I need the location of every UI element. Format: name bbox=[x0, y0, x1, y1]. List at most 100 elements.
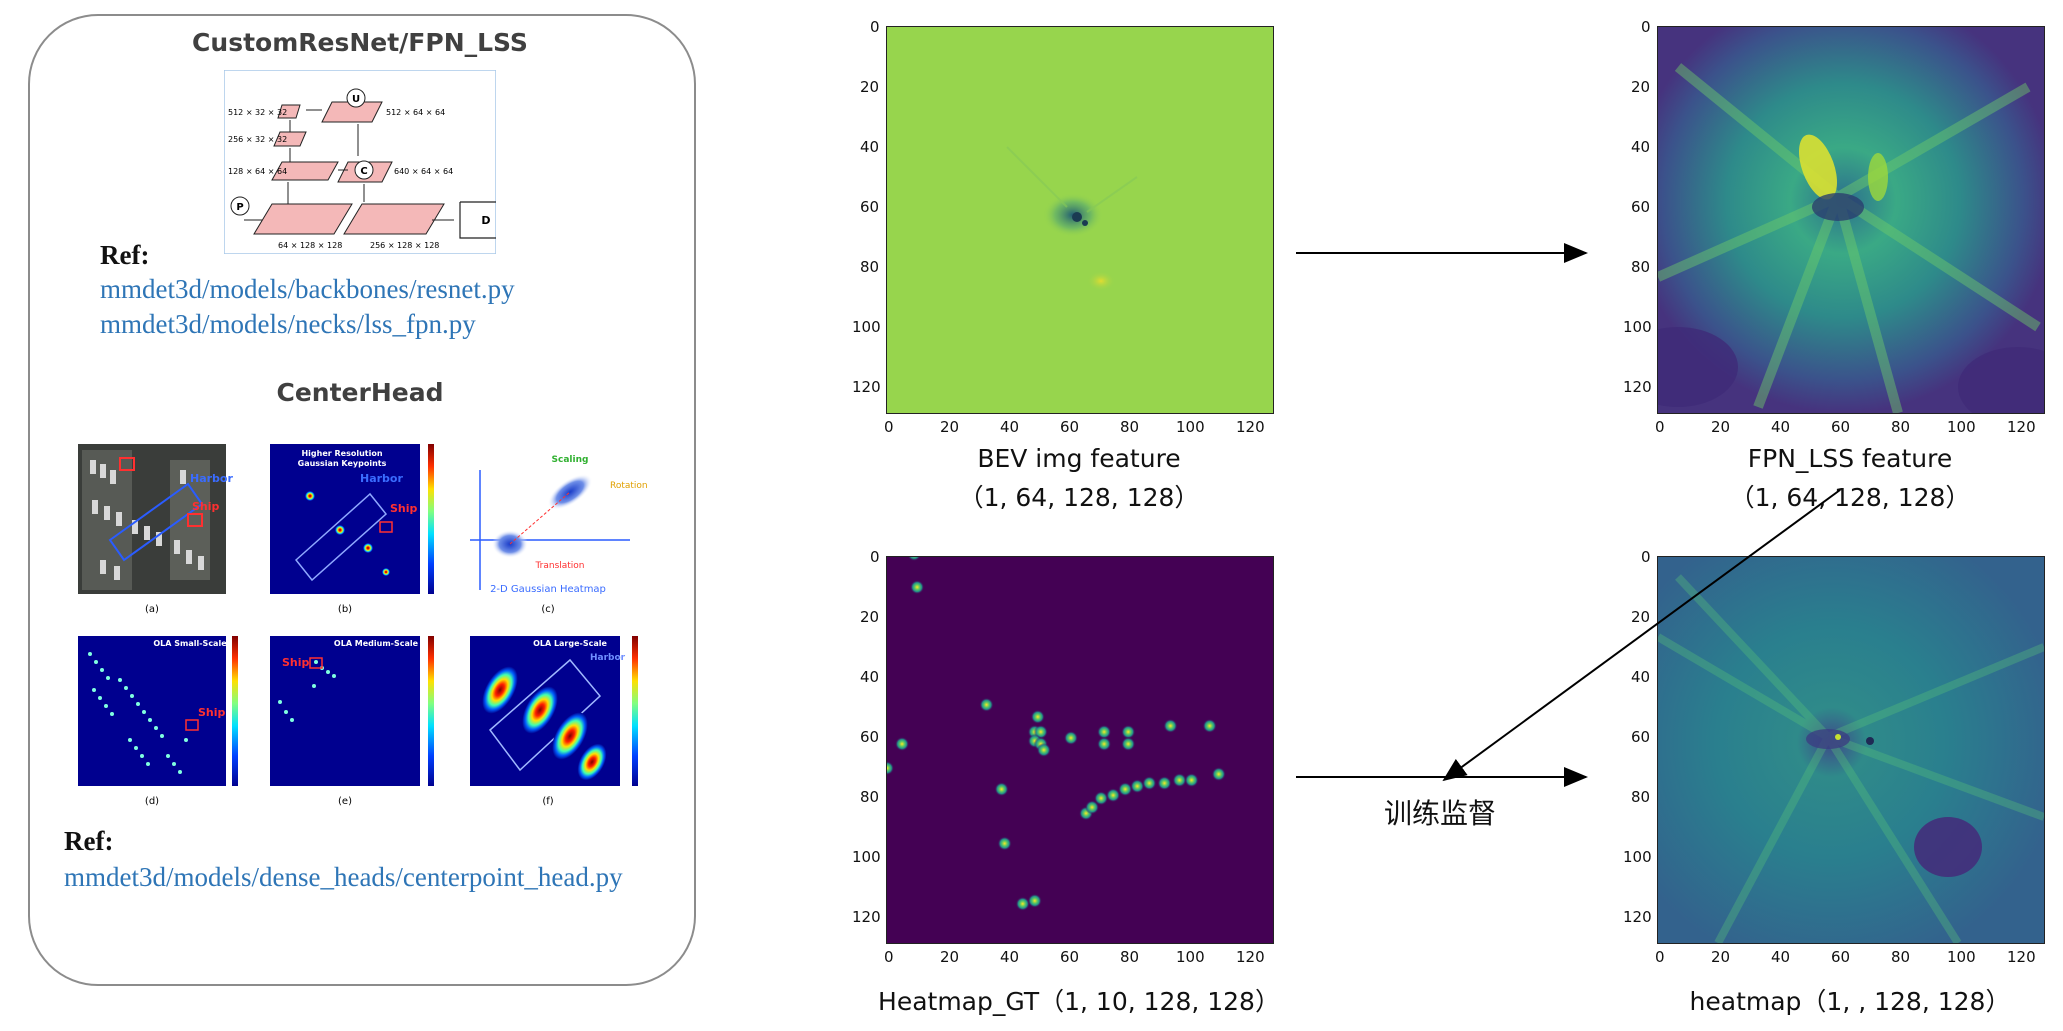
keypoint-marker bbox=[1106, 788, 1121, 803]
harbor-label: Harbor bbox=[360, 472, 403, 485]
keypoint-marker bbox=[1036, 743, 1051, 757]
bev-caption: BEV img feature bbox=[977, 444, 1181, 473]
circle-u-label: U bbox=[352, 94, 360, 105]
tick-label: 60 bbox=[860, 198, 880, 216]
harbor-label: Harbor bbox=[590, 653, 626, 663]
tick-label: 20 bbox=[940, 418, 960, 436]
tick-label: 100 bbox=[1947, 948, 1976, 966]
tick-label: 120 bbox=[1236, 418, 1265, 436]
tick-label: 0 bbox=[1641, 18, 1651, 36]
translation-label: Translation bbox=[534, 561, 584, 571]
tick-label: 100 bbox=[1176, 418, 1205, 436]
heatmap-pred-plot bbox=[1657, 556, 2045, 944]
tick-label: 60 bbox=[860, 728, 880, 746]
sublabel-f: (f) bbox=[542, 796, 553, 807]
tick-label: 40 bbox=[1000, 418, 1020, 436]
circle-p-label: P bbox=[236, 202, 243, 213]
tick-label: 80 bbox=[860, 788, 880, 806]
tick-label: 0 bbox=[884, 948, 894, 966]
keypoint-marker bbox=[1094, 791, 1109, 806]
fpn-caption: FPN_LSS feature bbox=[1747, 444, 1953, 473]
tick-label: 0 bbox=[870, 548, 880, 566]
tick-label: 60 bbox=[1831, 418, 1851, 436]
rotation-label: Rotation bbox=[610, 481, 648, 491]
keypoint-marker bbox=[895, 736, 910, 751]
arrow-supervision bbox=[1442, 489, 1841, 782]
tick-label: 60 bbox=[1060, 948, 1080, 966]
b-title-2: Gaussian Keypoints bbox=[298, 459, 387, 468]
ref-link-resnet[interactable]: mmdet3d/models/backbones/resnet.py bbox=[100, 274, 515, 304]
bev-feature-plot bbox=[886, 26, 1274, 414]
tick-label: 80 bbox=[1120, 948, 1140, 966]
tick-label: 40 bbox=[1631, 138, 1651, 156]
heatmap-gt-plot bbox=[886, 556, 1274, 944]
sublabel-b: (b) bbox=[338, 604, 352, 615]
fpn-feature-plot bbox=[1657, 26, 2045, 414]
keypoint-marker bbox=[1202, 718, 1217, 733]
box-d-label: D bbox=[481, 214, 490, 227]
dim-label: 128 × 64 × 64 bbox=[228, 167, 287, 176]
tick-label: 20 bbox=[940, 948, 960, 966]
keypoint-marker bbox=[1121, 724, 1136, 739]
f-title: OLA Large-Scale bbox=[533, 639, 607, 648]
customresnet-title: CustomResNet/FPN_LSS bbox=[192, 28, 528, 57]
tick-label: 60 bbox=[1631, 728, 1651, 746]
keypoint-marker bbox=[910, 580, 925, 595]
tick-label: 60 bbox=[1631, 198, 1651, 216]
tick-label: 40 bbox=[1771, 948, 1791, 966]
keypoint-marker bbox=[1118, 782, 1133, 797]
keypoint-marker bbox=[997, 836, 1012, 851]
scaling-label: Scaling bbox=[552, 455, 589, 465]
ref-label: Ref: bbox=[64, 826, 114, 856]
tick-label: 0 bbox=[1655, 948, 1665, 966]
tick-label: 120 bbox=[1623, 908, 1652, 926]
ref-label: Ref: bbox=[100, 240, 150, 270]
tick-label: 20 bbox=[1631, 78, 1651, 96]
tick-label: 20 bbox=[860, 78, 880, 96]
dim-label: 256 × 128 × 128 bbox=[370, 241, 439, 250]
keypoint-marker bbox=[1097, 736, 1112, 751]
fpn-shape: （1, 64, 128, 128） bbox=[1729, 483, 1971, 512]
sublabel-e: (e) bbox=[338, 796, 352, 807]
centerhead-title: CenterHead bbox=[276, 378, 444, 407]
tick-label: 100 bbox=[852, 318, 881, 336]
tick-label: 20 bbox=[1711, 418, 1731, 436]
keypoint-marker bbox=[1163, 718, 1178, 733]
tick-label: 20 bbox=[1631, 608, 1651, 626]
tick-label: 0 bbox=[1655, 418, 1665, 436]
tick-label: 40 bbox=[1771, 418, 1791, 436]
tick-label: 0 bbox=[870, 18, 880, 36]
harbor-label: Harbor bbox=[190, 472, 233, 485]
centerhead-figure: Harbor Ship (a) Higher Resolution Gaussi… bbox=[78, 444, 648, 807]
keypoint-marker bbox=[1097, 724, 1112, 739]
b-title-1: Higher Resolution bbox=[301, 449, 382, 458]
keypoint-marker bbox=[1027, 893, 1042, 908]
tick-label: 80 bbox=[1891, 418, 1911, 436]
keypoint-marker bbox=[1142, 776, 1157, 791]
tick-label: 100 bbox=[1623, 848, 1652, 866]
circle-c-label: C bbox=[360, 166, 367, 177]
tick-label: 40 bbox=[1631, 668, 1651, 686]
fpn-architecture-diagram: U C P D 512 × 32 × 32 256 × 32 × 32 128 … bbox=[224, 70, 496, 254]
ship-label: Ship bbox=[282, 656, 310, 669]
keypoint-marker bbox=[1015, 896, 1030, 911]
tick-label: 60 bbox=[1831, 948, 1851, 966]
keypoint-marker bbox=[887, 761, 894, 776]
keypoint-marker bbox=[1184, 773, 1199, 788]
e-title: OLA Medium-Scale bbox=[334, 639, 419, 648]
tick-label: 80 bbox=[1631, 788, 1651, 806]
dim-label: 512 × 32 × 32 bbox=[228, 108, 287, 117]
dim-label: 512 × 64 × 64 bbox=[386, 108, 445, 117]
sublabel-d: (d) bbox=[145, 796, 159, 807]
tick-label: 80 bbox=[1631, 258, 1651, 276]
ref-link-lss-fpn[interactable]: mmdet3d/models/necks/lss_fpn.py bbox=[100, 309, 476, 339]
keypoint-marker bbox=[907, 557, 921, 561]
tick-label: 40 bbox=[1000, 948, 1020, 966]
tick-label: 80 bbox=[1891, 948, 1911, 966]
tick-label: 40 bbox=[860, 668, 880, 686]
tick-label: 60 bbox=[1060, 418, 1080, 436]
keypoint-marker bbox=[1157, 776, 1172, 791]
ref-link-centerpoint-head[interactable]: mmdet3d/models/dense_heads/centerpoint_h… bbox=[64, 862, 623, 892]
dim-label: 64 × 128 × 128 bbox=[278, 241, 342, 250]
